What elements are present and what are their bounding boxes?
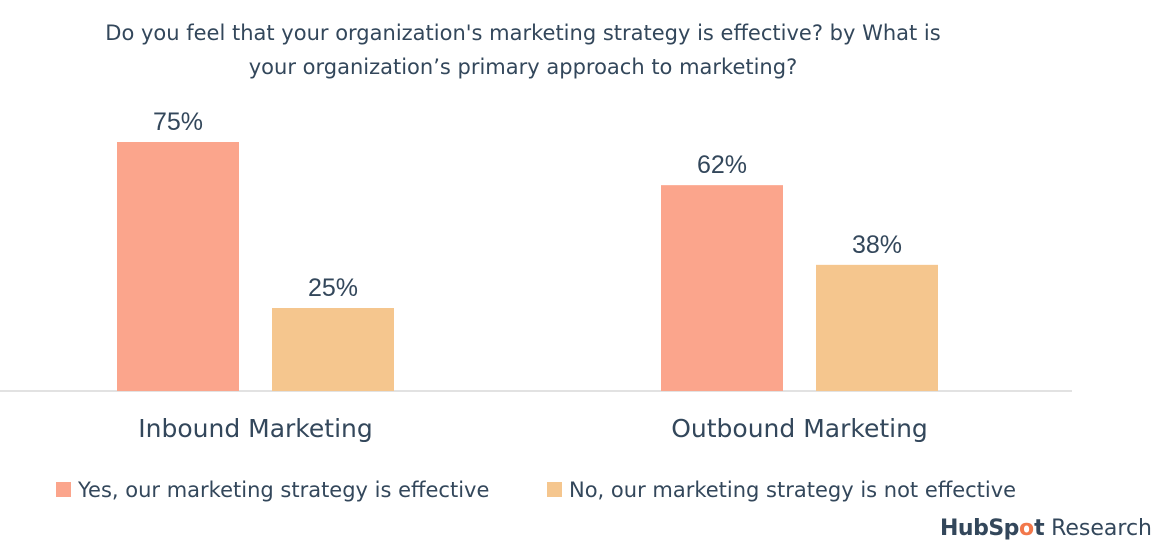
category-labels: Inbound Marketing Outbound Marketing	[138, 414, 928, 443]
bar-yes-outbound	[661, 185, 783, 391]
chart-title-line: your organization’s primary approach to …	[249, 55, 797, 79]
data-label: 38%	[852, 231, 902, 259]
bars	[117, 142, 938, 391]
hubspot-research-logo: HubSpot Research	[940, 516, 1152, 541]
data-label: 75%	[153, 108, 203, 136]
bar-no-inbound	[272, 308, 394, 391]
sprocket-icon: o	[1018, 516, 1035, 541]
value-labels: 75% 25% 62% 38%	[153, 108, 902, 302]
brand-t: t	[1034, 516, 1045, 541]
legend: Yes, our marketing strategy is effective…	[56, 478, 1016, 502]
category-label: Outbound Marketing	[671, 414, 928, 443]
legend-swatch	[547, 482, 562, 497]
legend-label: Yes, our marketing strategy is effective	[77, 478, 489, 502]
chart-title: Do you feel that your organization's mar…	[105, 21, 940, 79]
brand-hub: HubSp	[940, 516, 1019, 541]
legend-label: No, our marketing strategy is not effect…	[569, 478, 1016, 502]
legend-swatch	[56, 482, 71, 497]
bar-yes-inbound	[117, 142, 239, 391]
chart-title-line: Do you feel that your organization's mar…	[105, 21, 940, 45]
data-label: 62%	[697, 151, 747, 179]
data-label: 25%	[308, 274, 358, 302]
category-label: Inbound Marketing	[138, 414, 373, 443]
brand-research: Research	[1044, 516, 1152, 541]
bar-no-outbound	[816, 264, 938, 391]
